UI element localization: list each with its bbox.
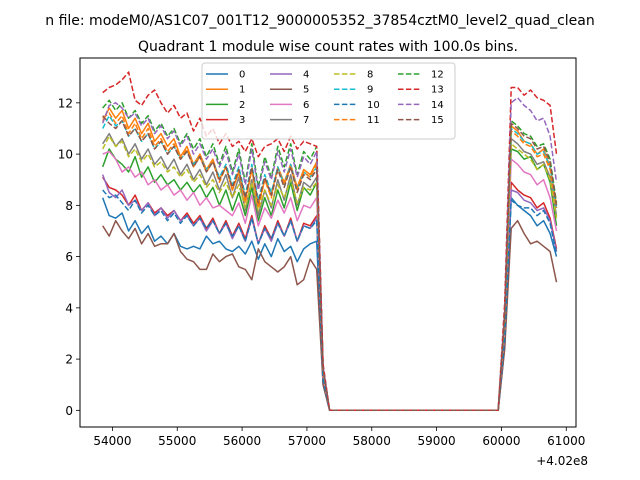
x-tick-label: 57000 bbox=[288, 434, 326, 448]
x-tick-label: 60000 bbox=[482, 434, 520, 448]
y-axis: 0 2 4 6 8 10 12 bbox=[58, 96, 80, 418]
legend-label-10: 10 bbox=[367, 100, 380, 111]
legend-label-13: 13 bbox=[431, 85, 444, 96]
y-tick-label: 4 bbox=[65, 301, 73, 315]
series-line-5 bbox=[102, 219, 558, 412]
axes-frame bbox=[79, 57, 577, 428]
legend-label-6: 6 bbox=[303, 100, 309, 111]
y-tick-label: 8 bbox=[65, 199, 73, 213]
x-tick-label: 58000 bbox=[353, 434, 391, 448]
x-tick-label: 54000 bbox=[93, 434, 131, 448]
legend-label-9: 9 bbox=[367, 85, 373, 96]
legend-label-3: 3 bbox=[239, 115, 245, 126]
x-tick-label: 56000 bbox=[223, 434, 261, 448]
series-line-8 bbox=[102, 135, 558, 412]
legend-label-14: 14 bbox=[431, 100, 444, 111]
series-layer bbox=[101, 71, 558, 412]
y-tick-label: 6 bbox=[65, 250, 73, 264]
y-tick-label: 2 bbox=[65, 353, 73, 367]
legend-label-2: 2 bbox=[239, 100, 245, 111]
x-axis-offset-text: +4.02e8 bbox=[536, 454, 588, 468]
legend-label-8: 8 bbox=[367, 70, 373, 81]
x-tick-label: 59000 bbox=[418, 434, 456, 448]
legend-label-5: 5 bbox=[303, 85, 309, 96]
y-tick-label: 0 bbox=[65, 404, 73, 418]
plot-area: 54000 55000 56000 57000 58000 59000 60000 61000… bbox=[58, 57, 588, 468]
legend-label-4: 4 bbox=[303, 70, 309, 81]
y-tick-label: 12 bbox=[58, 96, 73, 110]
legend-label-12: 12 bbox=[431, 70, 444, 81]
legend-label-11: 11 bbox=[367, 115, 380, 126]
series-line-15 bbox=[102, 115, 558, 412]
figure-suptitle: n file: modeM0/AS1C07_001T12_9000005352_… bbox=[45, 13, 594, 29]
series-line-12 bbox=[102, 99, 558, 412]
chart-title: Quadrant 1 module wise count rates with … bbox=[138, 39, 518, 55]
series-line-11 bbox=[102, 112, 558, 412]
legend-label-7: 7 bbox=[303, 115, 309, 126]
legend-label-0: 0 bbox=[239, 70, 245, 81]
legend-box bbox=[201, 62, 456, 140]
x-axis: 54000 55000 56000 57000 58000 59000 60000 61000 bbox=[93, 427, 585, 448]
x-tick-label: 61000 bbox=[547, 434, 585, 448]
x-tick-label: 55000 bbox=[158, 434, 196, 448]
legend-label-1: 1 bbox=[239, 85, 245, 96]
y-tick-label: 10 bbox=[58, 148, 73, 162]
series-line-10 bbox=[102, 189, 558, 412]
legend-label-15: 15 bbox=[431, 115, 444, 126]
